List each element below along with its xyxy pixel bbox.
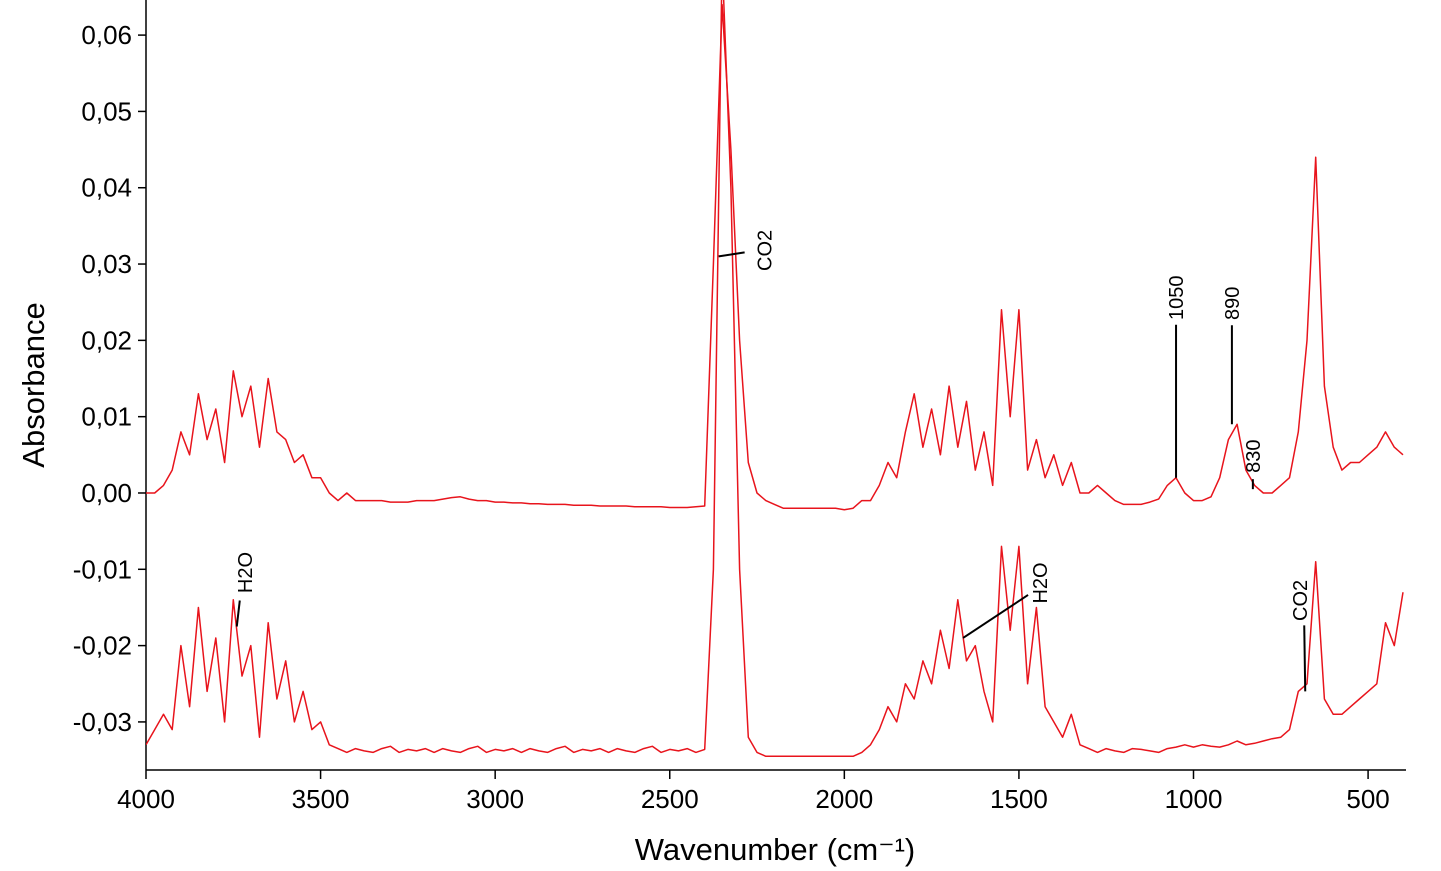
y-tick-label: 0,01 bbox=[81, 402, 132, 432]
x-tick-label: 500 bbox=[1346, 784, 1389, 814]
annotation-label: 830 bbox=[1243, 439, 1265, 472]
annotation-label: H2O bbox=[1030, 562, 1052, 603]
y-tick-label: -0,02 bbox=[73, 631, 132, 661]
x-tick-label: 1500 bbox=[990, 784, 1048, 814]
annotation-label: 890 bbox=[1222, 287, 1244, 320]
x-tick-label: 2000 bbox=[815, 784, 873, 814]
x-tick-label: 4000 bbox=[117, 784, 175, 814]
annotation-label: 1050 bbox=[1166, 275, 1188, 320]
annotation-leader bbox=[962, 594, 1029, 639]
y-tick-label: 0,04 bbox=[81, 173, 132, 203]
annotation-leader bbox=[1303, 625, 1307, 692]
annotation-label: CO2 bbox=[755, 230, 777, 271]
x-tick-label: 1000 bbox=[1165, 784, 1223, 814]
y-tick-label: 0,02 bbox=[81, 325, 132, 355]
y-tick-label: 0,06 bbox=[81, 20, 132, 50]
y-tick-label: -0,03 bbox=[73, 707, 132, 737]
y-tick-label: 0,00 bbox=[81, 478, 132, 508]
x-axis-title: Wavenumber (cm⁻¹) bbox=[635, 832, 915, 867]
x-tick-label: 2500 bbox=[641, 784, 699, 814]
y-axis-title: Absorbance bbox=[16, 302, 51, 467]
y-tick-label: 0,03 bbox=[81, 249, 132, 279]
spectrum-line bbox=[146, 0, 1404, 758]
x-tick-label: 3500 bbox=[292, 784, 350, 814]
annotation-label: H2O bbox=[235, 552, 257, 593]
y-tick-label: 0,05 bbox=[81, 96, 132, 126]
spectrum-line bbox=[146, 3, 1404, 511]
plot-area bbox=[146, 0, 1404, 758]
annotation-label: CO2 bbox=[1290, 580, 1312, 621]
x-tick-label: 3000 bbox=[466, 784, 524, 814]
y-tick-label: -0,01 bbox=[73, 554, 132, 584]
annotation-leader bbox=[235, 600, 241, 627]
annotation-leader bbox=[718, 251, 745, 258]
